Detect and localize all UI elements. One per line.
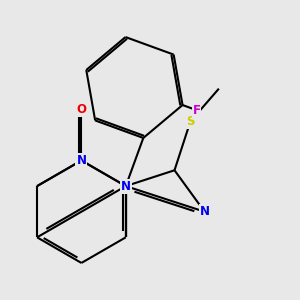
Bar [77, 157, 86, 164]
Text: N: N [121, 180, 131, 193]
Text: N: N [121, 180, 131, 193]
Text: N: N [121, 180, 131, 193]
Bar [200, 208, 209, 215]
Bar [77, 106, 86, 112]
Text: N: N [76, 154, 86, 167]
Text: F: F [193, 103, 200, 117]
Bar [121, 183, 130, 189]
Bar [186, 118, 194, 125]
Bar [121, 183, 130, 189]
Bar [121, 183, 130, 189]
Text: O: O [76, 103, 86, 116]
Text: S: S [186, 115, 195, 128]
Bar [192, 107, 201, 113]
Text: N: N [200, 205, 210, 218]
